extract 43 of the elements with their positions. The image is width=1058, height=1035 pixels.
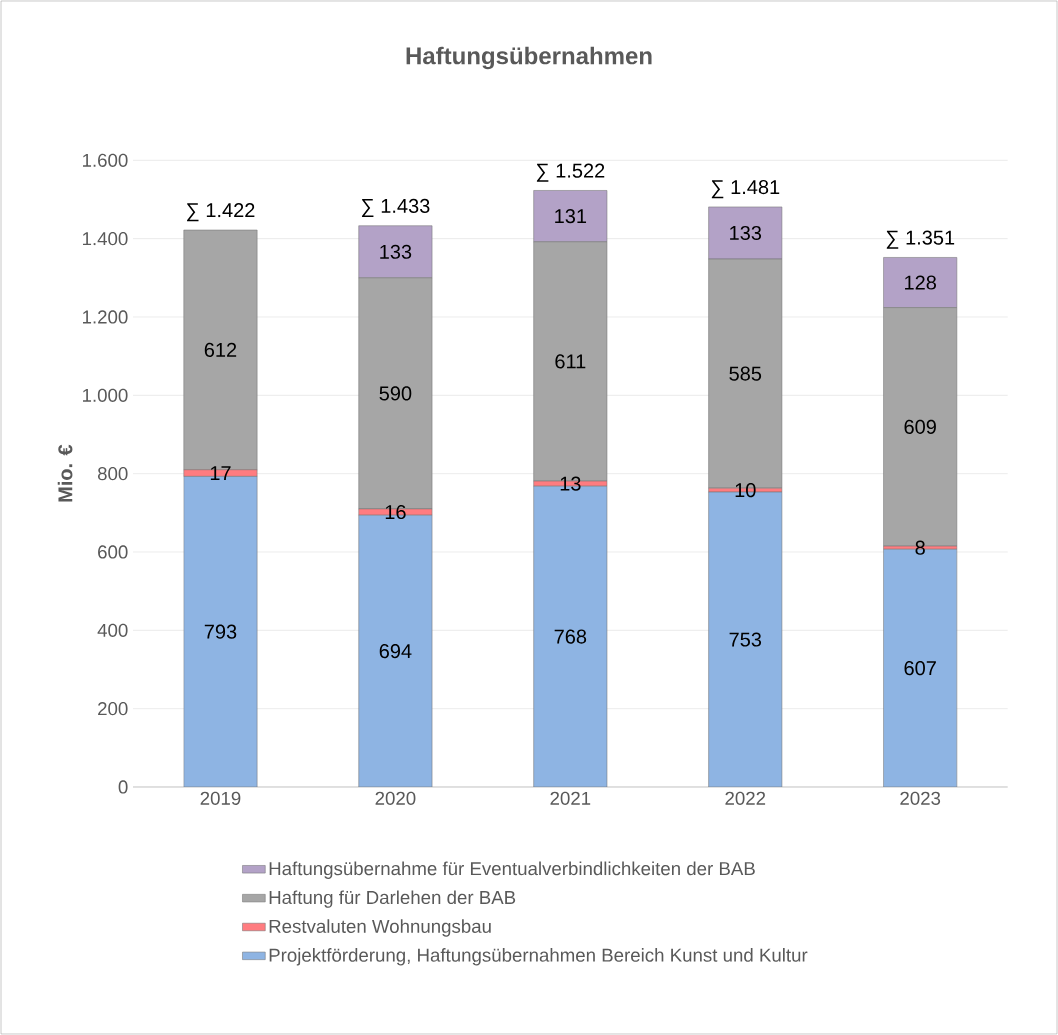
x-tick-label: 2023	[900, 791, 941, 805]
x-tick-label: 2020	[375, 791, 416, 805]
x-tick-label: 2022	[725, 791, 766, 805]
data-label: 133	[380, 244, 412, 259]
data-label: 612	[204, 342, 237, 357]
x-tick-label: 2021	[550, 791, 591, 805]
data-label: 590	[379, 386, 412, 401]
chart-title: Haftungsübernahmen	[406, 46, 652, 70]
y-axis-title: Mio. €	[57, 444, 73, 502]
data-label: 133	[730, 225, 762, 241]
y-tick-label: 1.200	[83, 310, 128, 324]
total-label: ∑ 1.522	[536, 163, 605, 182]
y-tick-label: 0	[118, 780, 128, 794]
y-tick-label: 400	[97, 623, 128, 637]
data-label: 16	[385, 504, 406, 520]
data-label: 17	[210, 466, 231, 480]
data-label: 753	[729, 632, 762, 647]
data-label: 793	[204, 624, 237, 639]
data-label: 607	[904, 661, 936, 676]
y-tick-label: 600	[98, 545, 128, 559]
y-tick-label: 1.600	[83, 153, 128, 167]
data-label: 13	[560, 476, 581, 491]
legend-label: Haftung für Darlehen der BAB	[269, 890, 516, 908]
legend-label: Projektförderung, Haftungsübernahmen Bereich Kunst und Kultur	[269, 948, 808, 966]
data-label: 768	[554, 629, 587, 644]
total-label: ∑ 1.351	[886, 230, 955, 249]
data-label: 128	[905, 275, 936, 290]
legend-label: Restvaluten Wohnungsbau	[269, 919, 491, 937]
y-tick-label: 1.000	[83, 388, 128, 402]
data-label: 694	[379, 643, 412, 659]
data-label: 10	[735, 483, 756, 498]
data-label: 585	[729, 366, 762, 381]
total-label: ∑ 1.422	[187, 203, 255, 222]
total-label: ∑ 1.433	[361, 198, 430, 218]
y-tick-label: 200	[98, 702, 128, 716]
data-label: 131	[555, 209, 587, 224]
data-label: 609	[904, 419, 936, 434]
total-label: ∑ 1.481	[711, 180, 780, 199]
y-tick-label: 1.400	[83, 232, 128, 246]
x-tick-label: 2019	[200, 791, 241, 805]
y-tick-label: 800	[97, 467, 128, 481]
legend-label: Haftungsübernahme für Eventualverbindlichkeiten der BAB	[269, 861, 755, 879]
data-label: 611	[555, 354, 586, 369]
